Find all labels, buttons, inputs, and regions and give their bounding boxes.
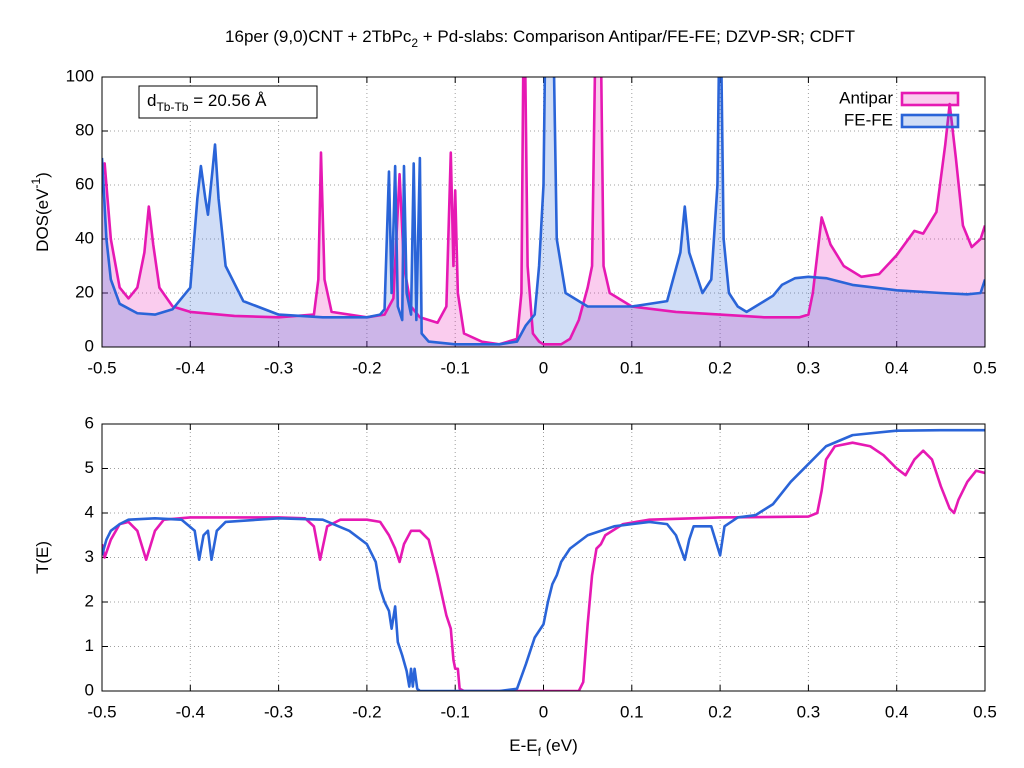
- x-tick-label: -0.5: [87, 358, 116, 377]
- x-tick-label: -0.1: [441, 702, 470, 721]
- legend-label: FE-FE: [844, 110, 893, 129]
- y-tick-label: 80: [75, 120, 94, 139]
- annotation-part: = 20.56 Å: [188, 91, 267, 110]
- x-tick-label: -0.4: [176, 702, 205, 721]
- x-tick-label: 0.3: [797, 702, 821, 721]
- line: [102, 77, 985, 346]
- y-tick-label: 3: [85, 547, 94, 566]
- area: [102, 77, 985, 347]
- y-tick-label: 5: [85, 458, 94, 477]
- x-label-subscript: f: [538, 745, 542, 759]
- x-tick-label: 0: [539, 702, 548, 721]
- y-tick-label: 1: [85, 636, 94, 655]
- legend-label: Antipar: [839, 88, 893, 107]
- y-tick-label: 4: [85, 502, 94, 521]
- y-axis-label: DOS(eV-1): [29, 172, 52, 252]
- annotation-subscript: Tb-Tb: [156, 100, 188, 114]
- x-tick-label: -0.3: [264, 702, 293, 721]
- x-tick-label: 0.1: [620, 702, 644, 721]
- x-label-part: E-E: [509, 736, 537, 755]
- x-axis-label: E-Ef (eV): [509, 736, 578, 759]
- panel: -0.5 -0.4 -0.3 -0.2 -0.1 0 0.1 0.2 0.3 0.4 0.5 0 1 2 3…: [33, 413, 996, 759]
- annotation-part: d: [147, 91, 156, 110]
- area: [102, 77, 985, 347]
- x-tick-label: 0.2: [708, 358, 732, 377]
- x-label-part: (eV): [541, 736, 578, 755]
- x-tick-label: 0.4: [885, 702, 909, 721]
- y-tick-label: 60: [75, 174, 94, 193]
- title-part: + Pd-slabs: Comparison Antipar/FE-FE; DZ…: [418, 27, 855, 46]
- annotation: dTb-Tb = 20.56 Å: [147, 91, 267, 114]
- line: [102, 77, 985, 346]
- y-tick-label: 0: [85, 680, 94, 699]
- y-tick-label: 6: [85, 413, 94, 432]
- line: [102, 441, 985, 691]
- y-axis-label: T(E): [33, 541, 52, 574]
- x-tick-label: -0.5: [87, 702, 116, 721]
- frame: [101, 76, 986, 348]
- panel: -0.5 -0.4 -0.3 -0.2 -0.1 0 0.1 0.2 0.3 0.4 0.5 0 20 4…: [29, 66, 997, 377]
- y-label-part: ): [33, 172, 52, 178]
- x-tick-label: -0.3: [264, 358, 293, 377]
- y-tick-label: 2: [85, 591, 94, 610]
- title-subscript: 2: [411, 36, 418, 50]
- legend-swatch: [900, 91, 960, 107]
- x-tick-label: -0.4: [176, 358, 205, 377]
- title-part: 16per (9,0)CNT + 2TbPc: [225, 27, 412, 46]
- x-tick-label: 0.5: [973, 702, 997, 721]
- plot-area: [102, 428, 985, 691]
- x-tick-label: -0.2: [352, 358, 381, 377]
- x-tick-label: -0.1: [441, 358, 470, 377]
- y-tick-label: 0: [85, 336, 94, 355]
- x-tick-label: 0.2: [708, 702, 732, 721]
- y-tick-label: 100: [66, 66, 94, 85]
- y-label-part: T(E): [33, 541, 52, 574]
- x-tick-label: 0: [539, 358, 548, 377]
- y-tick-label: 20: [75, 282, 94, 301]
- y-label-part: DOS(eV: [33, 188, 52, 252]
- x-tick-label: 0.1: [620, 358, 644, 377]
- x-tick-label: 0.4: [885, 358, 909, 377]
- chart-title: 16per (9,0)CNT + 2TbPc2 + Pd-slabs: Comp…: [225, 27, 855, 50]
- x-tick-label: -0.2: [352, 702, 381, 721]
- frame: [101, 423, 986, 692]
- line: [102, 428, 985, 691]
- x-tick-label: 0.5: [973, 358, 997, 377]
- annotation-box: [138, 85, 318, 119]
- y-label-superscript: -1: [29, 178, 43, 189]
- plot-area: [102, 77, 985, 347]
- x-tick-label: 0.3: [797, 358, 821, 377]
- y-tick-label: 40: [75, 228, 94, 247]
- legend-swatch: [900, 113, 960, 129]
